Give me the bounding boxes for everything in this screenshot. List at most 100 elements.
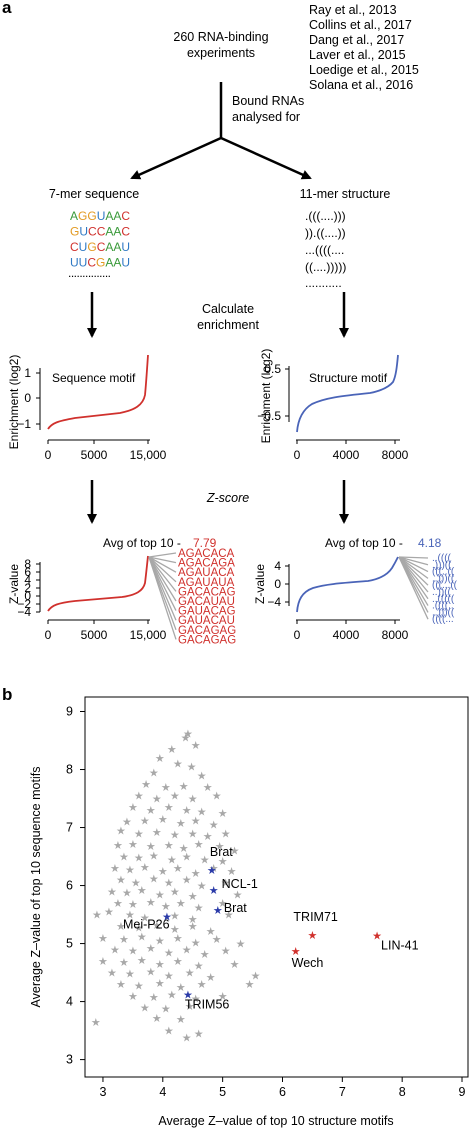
- grey-point: ★: [116, 921, 126, 933]
- seq-avg-label: Avg of top 10 -: [103, 536, 181, 550]
- struct-z-curve: [296, 556, 399, 613]
- grey-point: ★: [170, 911, 180, 923]
- structure-item: ...........: [305, 276, 342, 290]
- top-seq-motif: AGACACA: [178, 548, 235, 560]
- scatter-xtick: 8: [399, 1085, 406, 1099]
- seq-z-ytick: 0: [24, 589, 31, 603]
- top-seq-motif: GACAGAG: [178, 625, 236, 637]
- grey-point: ★: [155, 978, 165, 990]
- grey-point: ★: [191, 937, 201, 949]
- grey-point: ★: [200, 949, 210, 961]
- struct-z-xtick: 0: [294, 628, 301, 642]
- grey-point: ★: [113, 898, 123, 910]
- grey-point: ★: [182, 875, 192, 887]
- grey-point: ★: [197, 881, 207, 893]
- struct-enrichment-plot: Enrichment (log2) 0.5 −0.5 0 4000 8000 S…: [257, 349, 408, 462]
- grey-point: ★: [149, 767, 159, 779]
- struct-fan-line: [398, 556, 429, 586]
- grey-point: ★: [116, 875, 126, 887]
- grey-point: ★: [98, 956, 108, 968]
- point-label: Wech: [292, 956, 324, 970]
- scatter-xtick: 3: [99, 1085, 106, 1099]
- struct-motif-glyph: ..)))((: [432, 573, 455, 584]
- grey-point: ★: [137, 932, 147, 944]
- grey-point: ★: [119, 957, 129, 969]
- seq-z-xtick: 15,000: [130, 628, 167, 642]
- seq-fan-line: [148, 552, 177, 558]
- reference-item: Collins et al., 2017: [309, 18, 412, 32]
- grey-point: ★: [191, 994, 201, 1006]
- calc-line-1: Calculate: [202, 302, 254, 316]
- structure-item: ((....))))): [305, 260, 346, 274]
- scatter-ytick: 3: [66, 1053, 73, 1067]
- grey-point: ★: [164, 1026, 174, 1038]
- grey-point: ★: [194, 1028, 204, 1040]
- grey-point: ★: [134, 922, 144, 934]
- grey-point: ★: [140, 1002, 150, 1014]
- grey-point: ★: [188, 921, 198, 933]
- grey-point: ★: [155, 959, 165, 971]
- panel-b-label: b: [2, 685, 12, 704]
- grey-point: ★: [176, 982, 186, 994]
- grey-point: ★: [110, 863, 120, 875]
- kmer-item: CUGCAAU: [70, 240, 130, 254]
- struct-motif-glyph: .)))((: [432, 560, 452, 571]
- grey-point: ★: [116, 979, 126, 991]
- grey-point: ★: [131, 878, 141, 890]
- seq-enrich-xtick: 0: [45, 448, 52, 462]
- grey-point: ★: [197, 979, 207, 991]
- experiments-label: 260 RNA-binding experiments: [173, 30, 268, 60]
- grey-point: ★: [107, 886, 117, 898]
- grey-point: ★: [119, 852, 129, 864]
- grey-point: ★: [149, 850, 159, 862]
- seq-enrich-ytick: −1: [17, 417, 31, 431]
- seq-enrich-ytick: 0: [24, 391, 31, 405]
- struct-enrich-ytick: −0.5: [257, 409, 281, 423]
- kmer-dots: ...............: [68, 266, 111, 280]
- grey-point: ★: [116, 825, 126, 837]
- struct-fan-line: [398, 556, 429, 573]
- grey-point: ★: [164, 878, 174, 890]
- grey-point: ★: [141, 779, 151, 791]
- grey-point: ★: [146, 805, 156, 817]
- grey-point: ★: [158, 866, 168, 878]
- grey-point: ★: [230, 846, 240, 858]
- scatter-xtick: 4: [159, 1085, 166, 1099]
- seq-z-ytick: 4: [24, 573, 31, 587]
- blue-point: ★: [183, 990, 193, 1002]
- seq-z-ytick: 6: [24, 565, 31, 579]
- reference-list: Ray et al., 2013 Collins et al., 2017 Da…: [309, 3, 419, 92]
- scatter-frame: [84, 696, 469, 1078]
- scatter-xtick: 7: [339, 1085, 346, 1099]
- grey-point: ★: [218, 991, 228, 1003]
- struct-enrich-xtick: 8000: [382, 448, 409, 462]
- blue-point: ★: [207, 865, 217, 877]
- scatter-ytick: 5: [66, 937, 73, 951]
- grey-point: ★: [119, 934, 129, 946]
- grey-point: ★: [161, 1004, 171, 1016]
- structure-item: ...((((....: [305, 243, 344, 257]
- grey-point: ★: [122, 817, 132, 829]
- grey-point: ★: [91, 1017, 101, 1029]
- grey-point: ★: [185, 1001, 195, 1013]
- grey-point: ★: [221, 878, 231, 890]
- grey-point: ★: [176, 818, 186, 830]
- grey-point: ★: [224, 910, 234, 922]
- grey-point: ★: [170, 924, 180, 936]
- grey-point: ★: [251, 970, 261, 982]
- grey-point: ★: [152, 794, 162, 806]
- top-seq-motif: GAUACAU: [178, 615, 235, 627]
- grey-point: ★: [140, 816, 150, 828]
- struct-z-ylabel: Z-value: [253, 564, 267, 604]
- grey-point: ★: [181, 733, 191, 745]
- scatter-ytick: 7: [66, 821, 73, 835]
- struct-enrich-curve: [296, 354, 399, 433]
- seq-z-curve: [47, 555, 149, 612]
- grey-point: ★: [152, 1013, 162, 1025]
- struct-enrich-ylabel: Enrichment (log2): [259, 349, 273, 444]
- grey-point: ★: [170, 829, 180, 841]
- struct-enrich-xtick: 4000: [333, 448, 360, 462]
- grey-point: ★: [149, 874, 159, 886]
- scatter-ytick: 8: [66, 763, 73, 777]
